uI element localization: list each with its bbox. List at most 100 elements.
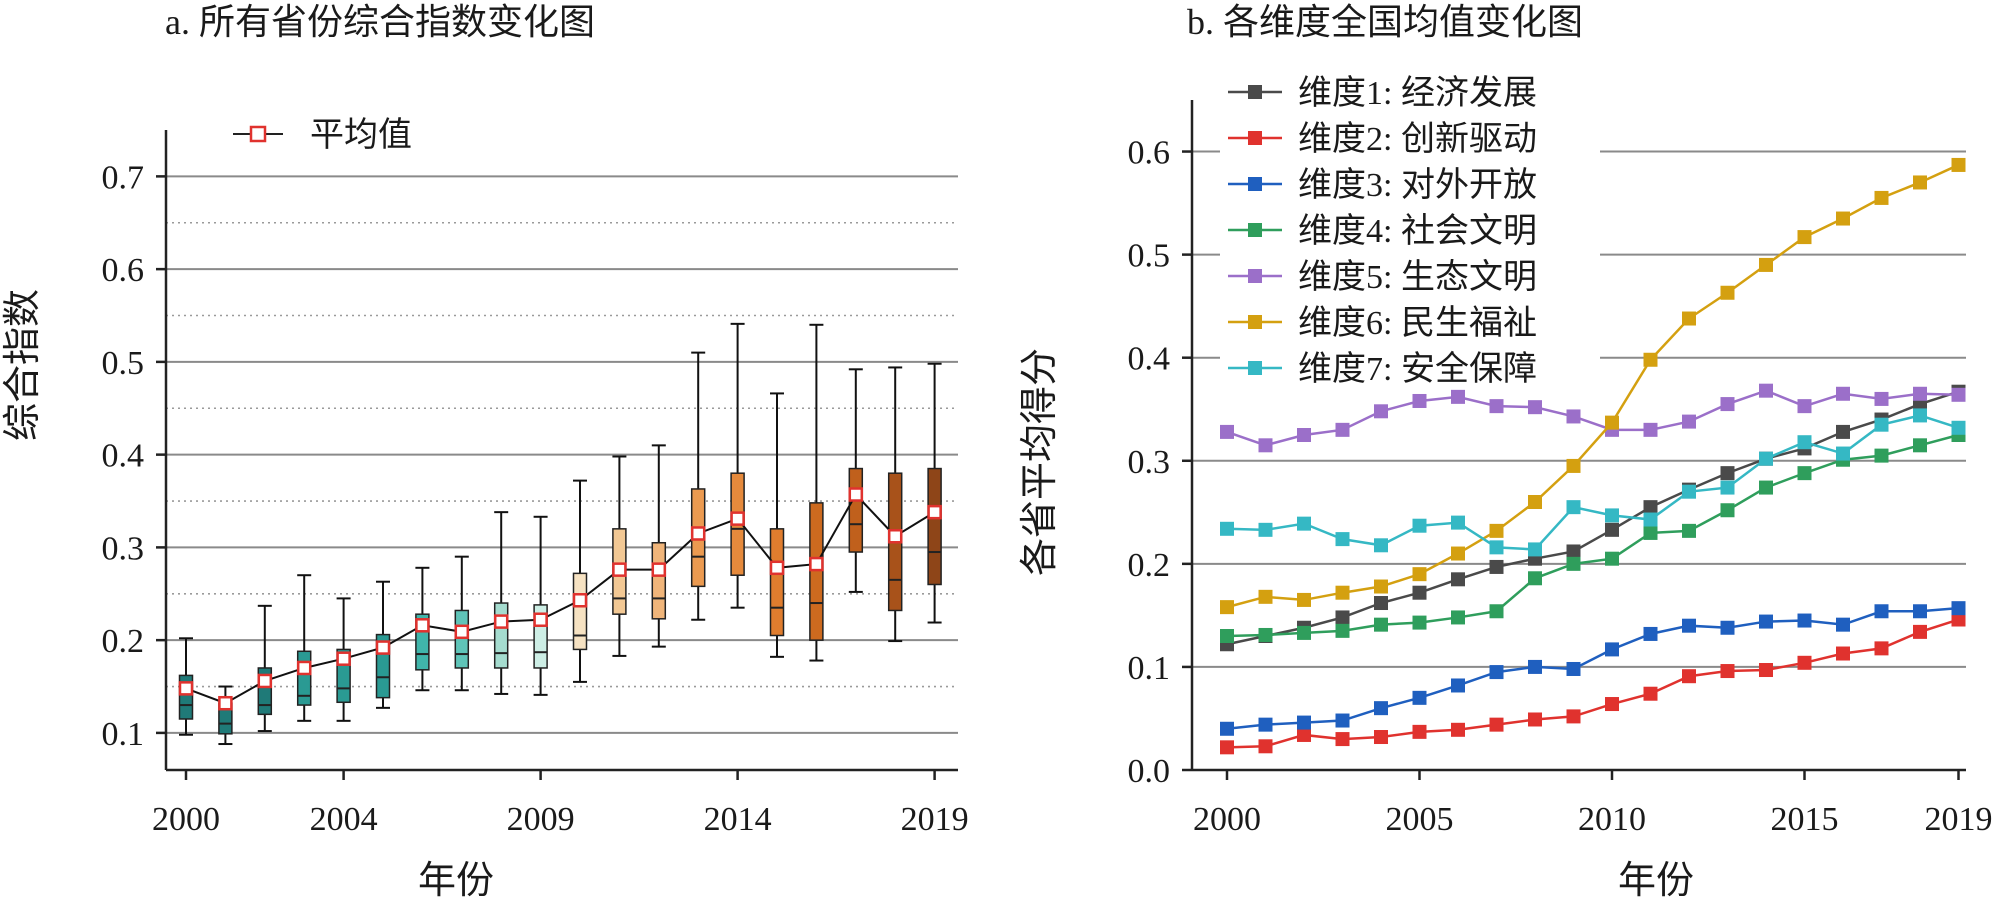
series-point [1759,614,1773,629]
box-2013 [690,351,706,621]
line-chart-x-tick-label: 2019 [1925,801,1993,838]
series-point [1412,518,1427,533]
boxplot-gridlines [166,175,958,734]
series-4 [1220,428,1966,643]
series-point [1836,646,1850,661]
series-point [1913,408,1927,423]
series-point [1489,399,1504,414]
series-point [1412,690,1427,705]
mean-line [178,487,942,711]
series-point [1528,542,1542,557]
series-3 [1220,601,1966,736]
line-chart-y-tick-label: 0.1 [1128,650,1171,687]
box-2007 [454,555,470,692]
series-point [1874,391,1889,406]
line-chart-x-tick-label: 2005 [1386,801,1454,838]
series-point [1489,559,1504,574]
mean-marker [533,612,548,627]
boxplot-y-tick-label: 0.2 [102,623,145,660]
legend-mean-label: 平均值 [310,116,412,154]
series-point [1951,157,1966,172]
line-chart-title: b. 各维度全国均值变化图 [1187,2,1583,42]
legend-mean-marker [249,125,267,143]
series-point [1412,393,1427,408]
series-point [1374,617,1388,632]
line-chart-y-tick-label: 0.2 [1128,547,1171,584]
boxplot-x-tick-label: 2014 [704,801,772,838]
series-point [1566,458,1581,473]
mean-marker [612,562,627,577]
iqr-box [927,467,942,586]
series-point [1451,389,1465,404]
boxplot-x-ticks: 2000 2004 2009 2014 2019 [152,770,969,838]
series-5 [1220,383,1966,453]
mean-marker [454,624,470,640]
series-point [1297,715,1311,730]
line-chart-y-axis-label: 各省平均得分 [1019,348,1061,576]
line-chart-y-tick-label: 0.5 [1128,238,1171,275]
series-point [1451,546,1465,561]
legend-label: 维度1: 经济发展 [1298,74,1537,112]
box-2014 [730,322,745,609]
series-point [1720,664,1735,679]
box-2010 [572,479,588,683]
series-point [1566,556,1581,571]
series-point [1335,713,1350,728]
series-point [1913,624,1927,639]
series-point [1451,610,1465,625]
line-chart-y-ticks: 0.0 0.1 0.2 0.3 0.4 0.5 0.6 [1128,135,1192,790]
series-point [1720,466,1735,481]
series-point [1951,612,1966,627]
boxplot-x-tick-label: 2009 [507,801,575,838]
series-point [1643,500,1658,515]
series-point [1720,620,1735,635]
series-point [1528,400,1542,415]
series-point [1220,629,1234,643]
boxplot-x-tick-label: 2004 [310,801,378,838]
series-point [1335,422,1350,437]
series-point [1374,701,1388,716]
legend-marker [1248,361,1262,375]
series-point [1528,495,1542,509]
boxplot-legend: 平均值 [233,116,412,154]
line-chart-series [1220,157,1966,755]
iqr-box [651,542,667,620]
series-point [1297,516,1311,531]
series-point [1643,352,1658,367]
series-point [1335,585,1350,600]
series-point [1412,585,1427,600]
mean-marker [730,511,745,526]
mean-marker [336,651,351,666]
series-point [1759,480,1773,495]
series-point [1258,717,1273,732]
series-point [1451,515,1465,530]
series-point [1566,500,1581,515]
series-7 [1220,408,1966,557]
series-point [1220,721,1234,736]
series-point [1874,448,1889,463]
series-point [1566,709,1581,724]
series-point [1220,521,1234,536]
line-chart-y-tick-label: 0.0 [1128,753,1171,790]
series-point [1297,428,1311,442]
legend-marker [1248,315,1262,329]
series-point [1836,424,1850,439]
series-point [1951,420,1966,435]
series-point [1797,435,1812,450]
mean-marker [927,504,942,520]
series-point [1605,415,1619,430]
series-point [1913,438,1927,453]
boxplot-y-ticks: 0.1 0.2 0.3 0.4 0.5 0.6 0.7 [102,159,166,753]
series-point [1720,503,1735,518]
series-point [1605,697,1619,712]
series-point [1759,451,1773,466]
series-point [1797,655,1812,670]
series-point [1874,190,1889,205]
series-point [1913,175,1927,190]
series-point [1412,567,1427,582]
series-point [1566,544,1581,559]
boxplot-y-tick-label: 0.7 [102,159,145,196]
box-2016 [809,323,824,662]
line-chart-y-tick-label: 0.3 [1128,444,1171,481]
